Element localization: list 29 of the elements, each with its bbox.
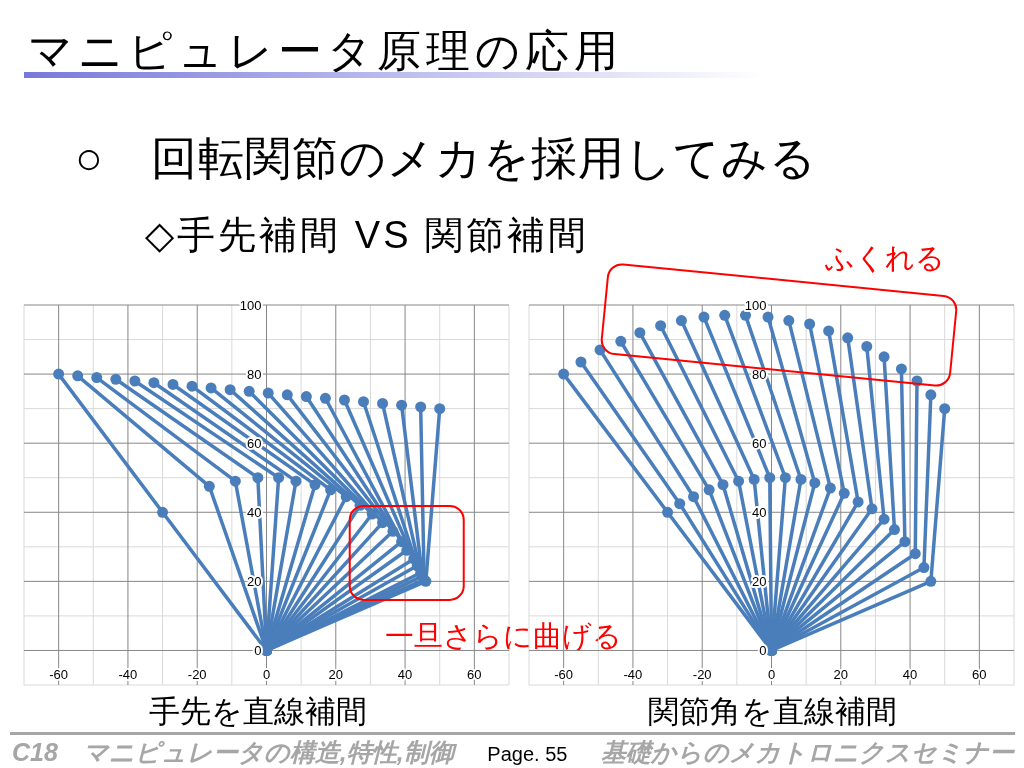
- y-tick-label: 0: [254, 642, 262, 658]
- x-tick-label: 20: [328, 667, 344, 682]
- x-tick-label: 60: [467, 667, 482, 682]
- x-tick-label: -20: [187, 667, 207, 682]
- x-tick-label: -40: [118, 667, 138, 682]
- text: ふくれる: [824, 242, 945, 274]
- x-tick-label: 40: [902, 667, 918, 682]
- y-tick-label: 80: [247, 366, 262, 382]
- text: 基礎からのメカトロニクスセミナー: [601, 738, 1016, 766]
- x-tick-label: -20: [692, 667, 712, 682]
- annotation: 一旦さらに曲げる: [384, 619, 622, 652]
- text: Page. 55: [487, 743, 568, 765]
- y-tick-label: 60: [247, 435, 262, 451]
- text: C18 マニピュレータの構造,特性,制御: [12, 738, 458, 766]
- x-tick-label: -60: [49, 667, 69, 682]
- text: ◇手先補間 VS 関節補間: [145, 214, 590, 256]
- x-axis-title: 手先を直線補間: [149, 694, 367, 729]
- y-tick-label: 100: [744, 297, 767, 313]
- x-axis-title: 関節角を直線補間: [647, 694, 897, 729]
- x-tick-label: 40: [397, 667, 413, 682]
- x-tick-label: -40: [623, 667, 643, 682]
- chart-title: マニピュレータ原理の応用: [28, 26, 623, 75]
- y-tick-label: 0: [759, 642, 767, 658]
- chart-subtitle: ○ 回転関節のメカを採用してみる: [75, 132, 817, 184]
- x-tick-label: -60: [554, 667, 574, 682]
- x-tick-label: 60: [972, 667, 987, 682]
- y-tick-label: 20: [752, 573, 767, 589]
- y-tick-label: 100: [239, 297, 262, 313]
- x-tick-label: 20: [833, 667, 849, 682]
